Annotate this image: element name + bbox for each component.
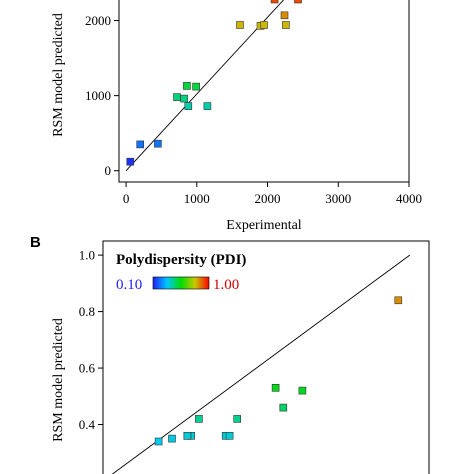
panel-b-letter: B bbox=[30, 234, 41, 251]
panel-b-y-tick-label: 0.6 bbox=[79, 361, 96, 376]
panel-a-x-axis-title: Experimental bbox=[226, 218, 302, 233]
pdi-colorbar-legend: Polydispersity (PDI) 0.10 1.00 bbox=[116, 252, 246, 293]
panel-b-data-point bbox=[225, 431, 234, 440]
panel-a-y-tick-label: 0 bbox=[105, 163, 112, 178]
panel-b-chart: B 0.4 0.6 0.8 1.0 RSM model predicted Polyd… bbox=[30, 234, 430, 474]
panel-b-data-point bbox=[233, 415, 241, 423]
colorbar-title: Polydispersity (PDI) bbox=[116, 252, 246, 268]
panel-a-data-point bbox=[280, 11, 289, 20]
panel-a-data-point bbox=[126, 157, 135, 166]
panel-b-data-point bbox=[154, 437, 163, 446]
panel-b-data-point bbox=[183, 431, 192, 440]
colorbar-max-label: 1.00 bbox=[213, 277, 239, 293]
panel-a-data-point bbox=[183, 82, 191, 90]
panel-a-plot-frame bbox=[118, 0, 410, 183]
panel-a-data-point bbox=[236, 21, 244, 29]
panel-a-data-point bbox=[203, 102, 212, 110]
panel-b-data-point bbox=[394, 296, 403, 305]
panel-a-x-tick-label: 0 bbox=[123, 191, 130, 206]
panel-a-y-tick-label: 2000 bbox=[85, 13, 111, 28]
panel-b-y-axis-title: RSM model predicted bbox=[51, 318, 66, 442]
panel-b-data-point bbox=[195, 415, 203, 423]
panel-a-y-axis-title: RSM model predicted bbox=[51, 13, 66, 137]
panel-a-data-point bbox=[173, 93, 181, 101]
panel-b-y-tick-label: 0.8 bbox=[79, 304, 95, 319]
panel-b-data-point bbox=[168, 434, 176, 443]
panel-a-x-tick-label: 4000 bbox=[396, 191, 422, 206]
panel-b-data-point bbox=[298, 386, 307, 395]
panel-a-data-point bbox=[260, 21, 268, 29]
colorbar-min-label: 0.10 bbox=[116, 277, 142, 293]
panel-a-x-tick-label: 1000 bbox=[184, 191, 210, 206]
panel-a-data-point bbox=[294, 0, 302, 4]
panel-a-x-tick-label: 3000 bbox=[325, 191, 351, 206]
colorbar-gradient bbox=[152, 276, 210, 290]
panel-b-data-point bbox=[271, 383, 280, 392]
panel-b-y-tick-label: 0.4 bbox=[79, 417, 96, 432]
panel-a-y-tick-label: 1000 bbox=[85, 88, 111, 103]
panel-b-data-point bbox=[279, 403, 288, 412]
panel-b-plot-frame bbox=[102, 240, 430, 474]
panel-a-chart: 0 1000 2000 3000 4000 0 1000 2000 Experimental… bbox=[51, 0, 422, 233]
panel-a-data-point bbox=[192, 82, 200, 91]
panel-a-data-point bbox=[184, 102, 193, 110]
panel-a-data-point bbox=[282, 21, 290, 29]
panel-a-data-point bbox=[136, 140, 144, 149]
panel-a-data-point bbox=[270, 0, 279, 4]
panel-a-data-point bbox=[180, 94, 188, 103]
panel-a-x-tick-label: 2000 bbox=[255, 191, 281, 206]
panel-b-y-tick-label: 1.0 bbox=[79, 248, 95, 263]
panel-a-data-point bbox=[154, 139, 162, 148]
panel-b-fit-line bbox=[111, 254, 411, 474]
